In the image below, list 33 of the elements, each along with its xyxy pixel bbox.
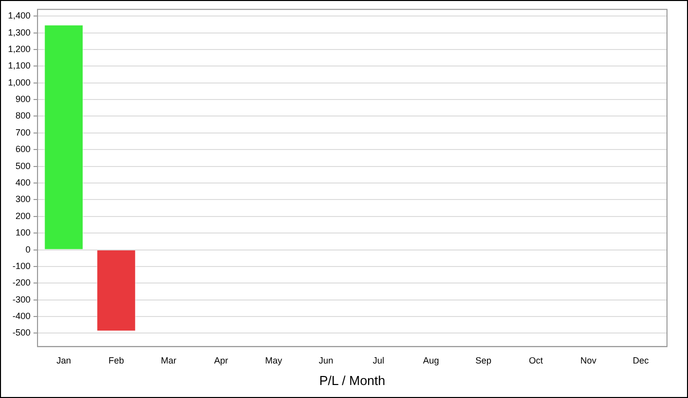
x-tick-label: Feb bbox=[108, 355, 124, 366]
x-tick-label: Mar bbox=[160, 355, 176, 366]
x-tick-label: Aug bbox=[422, 355, 439, 366]
y-tick-label: 1,200 bbox=[8, 44, 31, 54]
x-tick-label: Jul bbox=[372, 355, 384, 366]
y-tick-label: 600 bbox=[15, 144, 31, 154]
y-tick-label: -300 bbox=[12, 294, 31, 304]
x-tick-label: Sep bbox=[475, 355, 492, 366]
y-tick-label: 800 bbox=[15, 110, 31, 121]
y-tick-label: -400 bbox=[12, 311, 31, 322]
y-tick-label: 1,000 bbox=[8, 77, 31, 88]
y-tick-label: 100 bbox=[15, 228, 31, 238]
x-tick-label: Nov bbox=[580, 355, 597, 366]
x-tick-label: Dec bbox=[632, 355, 650, 366]
y-tick-label: -500 bbox=[12, 328, 31, 338]
y-tick-label: 700 bbox=[15, 127, 31, 138]
y-tick-label: 1,400 bbox=[8, 10, 31, 21]
x-axis-title: P/L / Month bbox=[319, 372, 386, 388]
y-tick-label: 1,100 bbox=[8, 60, 31, 71]
x-tick-label: Apr bbox=[214, 355, 228, 366]
y-tick-label: 900 bbox=[15, 94, 31, 104]
y-tick-label: 400 bbox=[15, 177, 31, 188]
x-tick-label: Jan bbox=[56, 355, 72, 366]
y-tick-label: 1,300 bbox=[8, 27, 31, 38]
x-tick-label: Jun bbox=[318, 355, 334, 366]
y-tick-label: -200 bbox=[12, 278, 31, 288]
y-tick-label: 0 bbox=[26, 244, 31, 254]
x-tick-label: May bbox=[265, 355, 283, 366]
y-tick-label: 500 bbox=[15, 160, 31, 171]
y-tick-label: 300 bbox=[15, 194, 31, 204]
y-tick-label: -100 bbox=[12, 260, 31, 271]
x-tick-label: Oct bbox=[528, 355, 544, 366]
y-tick-label: 200 bbox=[15, 210, 31, 221]
